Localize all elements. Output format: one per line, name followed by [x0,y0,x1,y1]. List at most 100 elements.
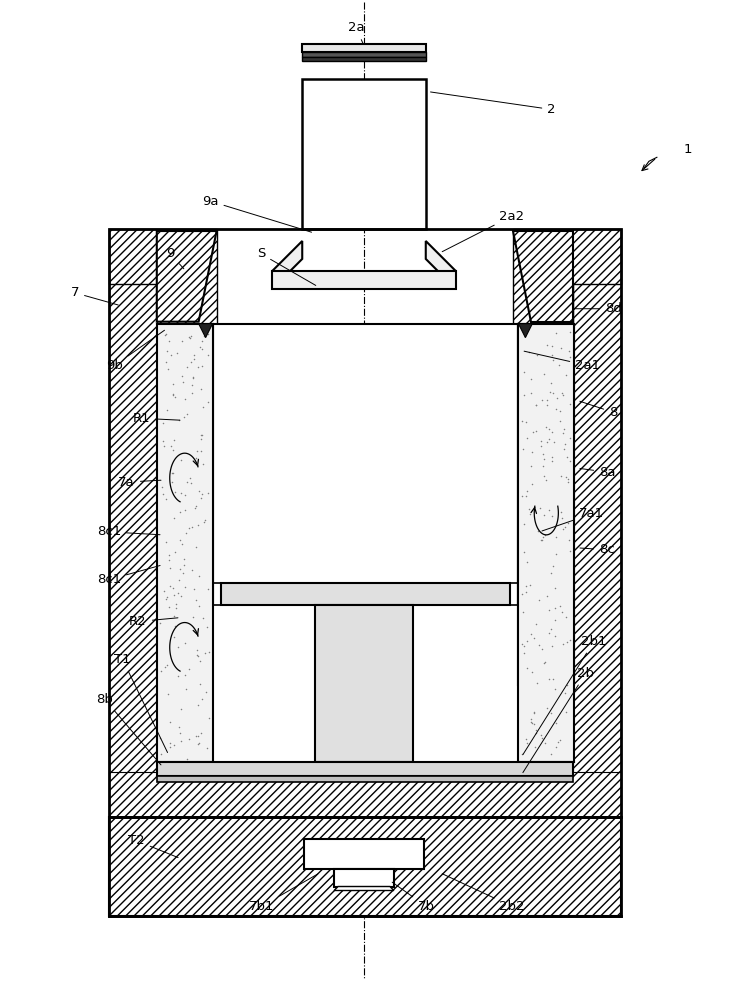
Point [534,592,545,608]
Point [165,438,176,454]
Point [181,359,192,375]
Point [547,352,559,368]
Point [168,587,180,603]
Point [531,423,542,439]
Point [168,629,179,645]
Point [539,527,550,543]
Point [556,385,568,401]
Point [533,637,545,653]
Text: T1: T1 [114,653,168,753]
Point [178,409,190,425]
Point [193,483,205,499]
Bar [273,271,456,289]
Point [560,519,572,535]
Point [525,458,537,474]
Point [560,367,572,383]
Point [550,325,562,341]
Point [548,434,560,450]
Point [186,562,198,578]
Point [155,730,166,746]
Point [516,413,528,429]
Point [552,734,564,750]
Point [542,337,553,353]
Point [196,341,208,357]
Point [550,546,561,562]
Point [189,500,200,516]
Point [555,504,567,520]
Point [192,517,204,533]
Polygon shape [109,229,217,324]
Point [201,619,213,635]
Point [176,368,188,384]
Point [564,324,576,340]
Point [543,625,555,641]
Point [181,474,192,490]
Point [184,661,195,677]
Point [547,385,558,401]
Point [564,343,575,359]
Text: 7a1: 7a1 [542,507,604,531]
Point [169,484,181,500]
Text: 8a: 8a [580,466,615,479]
Point [170,618,182,634]
Point [174,532,186,548]
Point [521,554,533,570]
Text: 2a: 2a [348,21,364,43]
Point [188,581,200,597]
Polygon shape [513,229,621,324]
Polygon shape [157,231,217,322]
Point [172,668,184,684]
Polygon shape [273,241,303,289]
Point [550,529,562,545]
Point [183,731,195,747]
Point [167,386,179,402]
Point [183,329,195,345]
Point [518,638,530,654]
Point [524,506,536,522]
Point [160,354,172,370]
Point [155,663,167,679]
Point [168,608,180,624]
Point [187,519,198,535]
Point [561,677,573,693]
Point [183,520,195,536]
Point [191,642,203,658]
Point [203,347,214,363]
Point [170,600,182,616]
Point [180,525,192,541]
Point [544,431,555,447]
Bar [157,324,213,762]
Point [190,728,202,744]
Point [196,427,208,443]
Point [521,488,532,504]
Point [161,402,173,418]
Point [198,610,209,626]
Point [530,616,542,632]
Bar [413,605,518,762]
Point [175,733,187,749]
Point [179,579,191,595]
Bar [303,44,426,52]
Point [554,403,566,419]
Point [167,442,179,458]
Point [557,636,569,652]
Point [155,615,166,631]
Point [538,451,550,467]
Point [179,391,190,407]
Text: 8c: 8c [580,543,615,556]
Point [557,521,569,537]
Text: R2: R2 [129,615,178,628]
Point [159,327,171,343]
Point [526,664,538,680]
Point [160,659,171,675]
Point [180,681,192,697]
Point [169,544,181,560]
Point [564,532,575,548]
Point [190,450,202,466]
Point [525,371,537,387]
Point [164,735,176,751]
Point [173,412,184,428]
Point [192,647,203,663]
Point [526,715,537,731]
Point [165,578,176,594]
